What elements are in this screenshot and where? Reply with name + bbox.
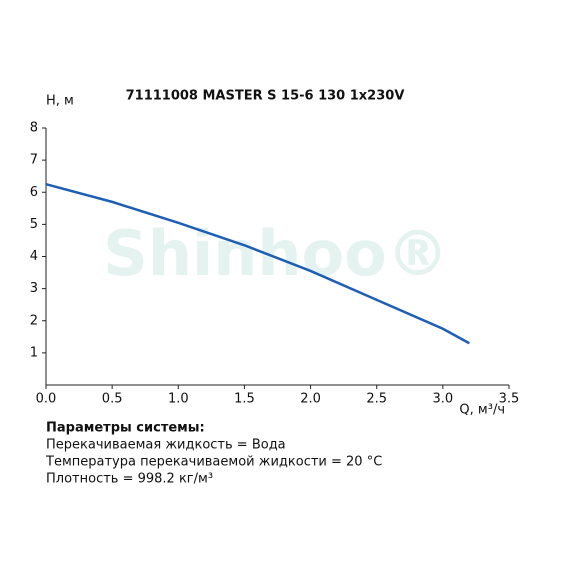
watermark: Shinhoo®	[103, 217, 449, 290]
y-axis-label: H, м	[46, 94, 74, 109]
y-tick-label: 4	[30, 249, 38, 264]
x-tick-label: 0.0	[36, 392, 57, 407]
y-tick-label: 3	[30, 281, 38, 296]
y-tick-label: 1	[30, 345, 38, 360]
x-tick-label: 2.0	[300, 392, 321, 407]
x-tick-label: 2.5	[366, 392, 387, 407]
y-tick-label: 8	[30, 121, 38, 136]
x-axis-label: Q, м³/ч	[459, 403, 505, 418]
notes-line: Плотность = 998.2 кг/м³	[46, 472, 213, 487]
curve	[45, 183, 470, 345]
chart-title: 71111008 MASTER S 15-6 130 1x230V	[126, 89, 405, 104]
x-tick-label: 1.5	[234, 392, 255, 407]
y-tick-label: 2	[30, 313, 38, 328]
y-tick-label: 5	[30, 217, 38, 232]
x-tick-label: 1.0	[168, 392, 189, 407]
notes-line: Перекачиваемая жидкость = Вода	[46, 438, 286, 453]
notes-heading: Параметры системы:	[46, 421, 205, 436]
y-tick-label: 6	[30, 185, 38, 200]
x-tick-label: 3.0	[433, 392, 454, 407]
notes-line: Температура перекачиваемой жидкости = 20…	[45, 455, 382, 470]
x-tick-label: 3.5	[499, 392, 520, 407]
x-tick-label: 0.5	[102, 392, 123, 407]
y-tick-label: 7	[30, 153, 38, 168]
